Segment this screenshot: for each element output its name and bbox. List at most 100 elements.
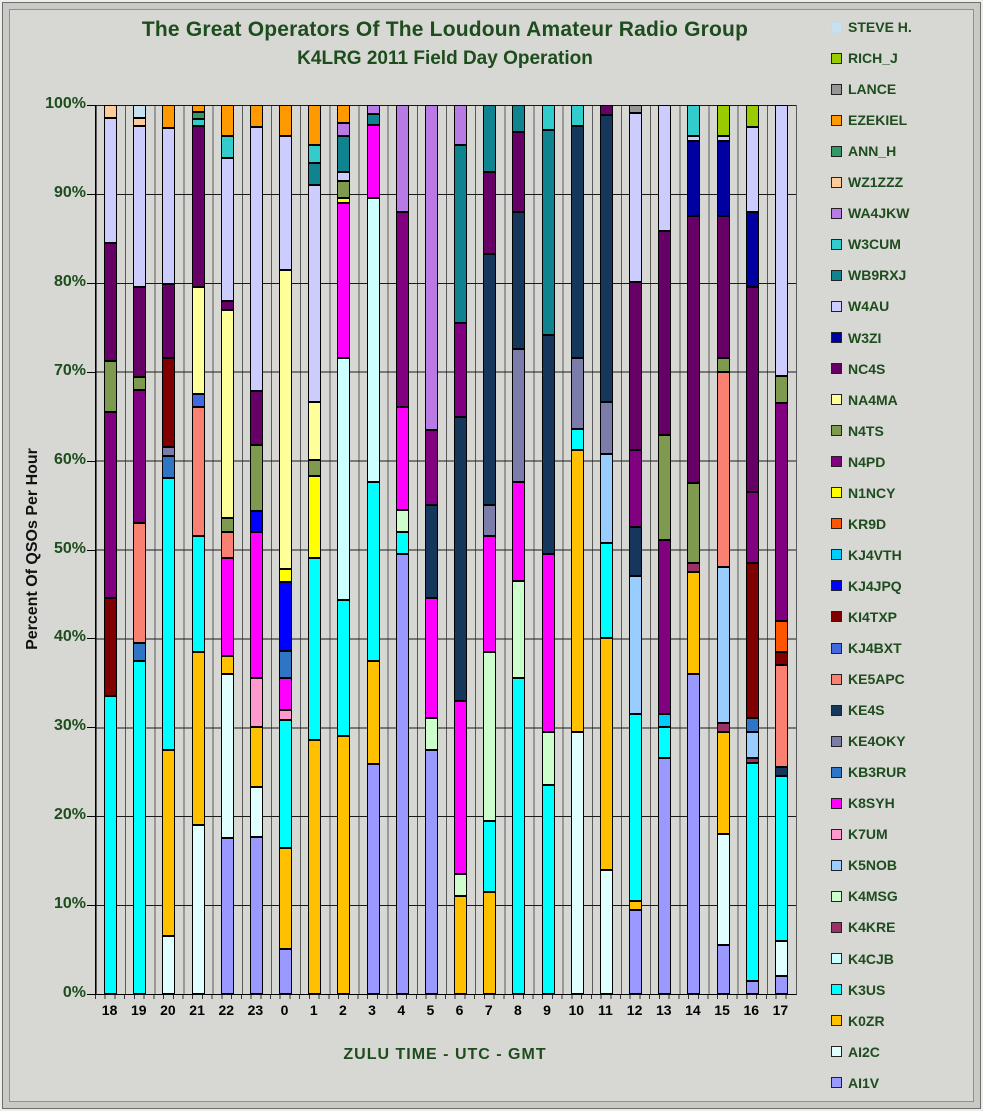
bar-segment (774, 620, 788, 652)
bar-segment (337, 180, 351, 199)
bar-segment (512, 211, 526, 349)
x-axis-category-label: 3 (368, 1002, 376, 1018)
bar-segment (716, 833, 730, 946)
legend-swatch-icon (831, 145, 842, 157)
bar-segment (366, 763, 380, 994)
y-axis-tick-label: 50% (53, 539, 86, 557)
bar-segment (220, 838, 234, 994)
chart-title-line2: K4LRG 2011 Field Day Operation (297, 48, 593, 69)
bar-segment (774, 105, 788, 377)
legend-item: LANCE (831, 81, 896, 97)
stacked-bar-15 (716, 105, 730, 994)
y-axis-tick-label: 10% (53, 895, 86, 913)
bar-segment (512, 348, 526, 482)
y-axis-tick-label: 90% (53, 183, 86, 201)
legend-item: KI4TXP (831, 609, 897, 625)
bar-segment (337, 122, 351, 137)
bar-segment (483, 651, 497, 821)
y-axis-tick-label: 60% (53, 450, 86, 468)
bar-segment (658, 539, 672, 714)
y-axis-tick-label: 30% (53, 717, 86, 735)
legend-swatch-icon (831, 859, 842, 871)
bar-segment (395, 531, 409, 554)
legend-label: N4TS (848, 422, 884, 439)
bar-segment (133, 377, 147, 390)
bar-segment (308, 401, 322, 460)
legend-swatch-icon (831, 518, 842, 530)
bar-segment (599, 453, 613, 544)
bar-segment (774, 402, 788, 621)
bar-segment (483, 891, 497, 994)
bar-segment (191, 651, 205, 826)
y-axis-tick (87, 549, 95, 551)
bar-segment (162, 447, 176, 457)
bar-segment (279, 710, 293, 721)
bar-segment (454, 700, 468, 874)
bar-segment (249, 836, 263, 994)
bar-segment (774, 651, 788, 666)
bar-segment (570, 358, 584, 429)
bar-segment (716, 371, 730, 568)
stacked-bar-6 (454, 105, 468, 994)
legend-item: WB9RXJ (831, 267, 906, 283)
bar-segment (629, 527, 643, 577)
bar-segment (570, 449, 584, 732)
legend-swatch-icon (831, 114, 842, 126)
bar-segment (366, 105, 380, 114)
bar-segment (512, 481, 526, 581)
legend-label: AI1V (848, 1074, 880, 1091)
bar-segment (191, 536, 205, 652)
bar-segment (308, 475, 322, 558)
bar-segment (483, 254, 497, 506)
bar-segment (687, 562, 701, 572)
bar-segment (249, 127, 263, 392)
bar-segment (424, 718, 438, 750)
stacked-bar-17 (774, 105, 788, 994)
bar-segment (483, 820, 497, 892)
bar-segment (774, 976, 788, 994)
y-axis-tick (87, 371, 95, 373)
legend-swatch-icon (831, 394, 842, 406)
bar-segment (658, 434, 672, 540)
legend-swatch-icon (831, 673, 842, 685)
bar-segment (687, 571, 701, 674)
legend-item: KJ4JPQ (831, 578, 902, 594)
x-axis-category-label: 18 (101, 1002, 118, 1018)
y-axis-tick (87, 816, 95, 818)
bar-segment (104, 105, 118, 119)
x-axis-category-label: 16 (743, 1002, 760, 1018)
bar-segment (191, 393, 205, 408)
bar-segment (745, 718, 759, 732)
bar-segment (629, 713, 643, 901)
bar-segment (279, 720, 293, 849)
x-axis-category-label: 6 (455, 1002, 464, 1018)
y-axis-tick (87, 193, 95, 195)
legend-item: NA4MA (831, 392, 898, 408)
x-axis-category-label: 19 (130, 1002, 147, 1018)
stacked-bar-3 (366, 105, 380, 994)
y-axis-tick (87, 460, 95, 462)
y-axis-tick (87, 994, 95, 995)
x-axis-category-label: 9 (543, 1002, 551, 1018)
bar-segment (249, 444, 263, 512)
y-axis-tick-label: 100% (45, 95, 86, 112)
bar-segment (249, 678, 263, 728)
bar-segment (658, 727, 672, 759)
legend-item: EZEKIEL (831, 112, 907, 128)
legend-swatch-icon (831, 642, 842, 654)
legend-swatch-icon (831, 735, 842, 747)
stacked-bar-12 (629, 105, 643, 994)
legend-item: KE5APC (831, 671, 905, 687)
bar-segment (541, 731, 555, 786)
legend-item: NC4S (831, 361, 885, 377)
bar-segment (133, 105, 147, 118)
legend-item: KB3RUR (831, 764, 906, 780)
legend-label: KR9D (848, 515, 887, 532)
x-axis-category-label: 11 (598, 1002, 613, 1018)
bar-segment (337, 136, 351, 172)
x-axis-category-label: 0 (280, 1002, 289, 1018)
stacked-bar-5 (424, 105, 438, 994)
y-axis-tick (87, 727, 95, 729)
x-axis-category-label: 1 (309, 1002, 318, 1018)
x-axis-category-label: 23 (247, 1002, 264, 1018)
